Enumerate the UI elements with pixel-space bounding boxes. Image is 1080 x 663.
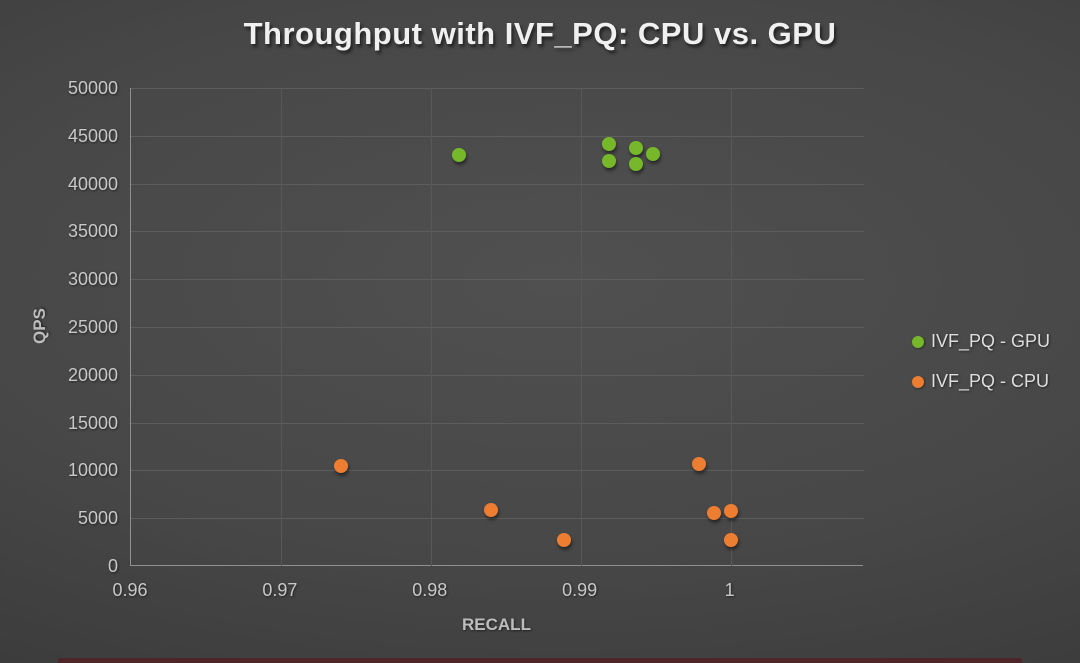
- gridline-vertical: [581, 88, 582, 566]
- gridline-horizontal: [131, 184, 864, 185]
- legend: IVF_PQ - GPU IVF_PQ - CPU: [912, 331, 1050, 411]
- y-axis-tick-label: 15000: [67, 412, 118, 433]
- data-point: [707, 506, 722, 521]
- gridline-horizontal: [131, 136, 864, 137]
- gridline-horizontal: [131, 375, 864, 376]
- data-point: [602, 153, 617, 168]
- x-axis-tick-label: 0.99: [562, 580, 598, 600]
- legend-marker-icon: [912, 335, 924, 348]
- gridline-horizontal: [131, 470, 864, 471]
- y-axis-tick-label: 10000: [67, 460, 118, 481]
- data-point: [629, 141, 644, 156]
- footer-strip: [58, 658, 1022, 663]
- gridline-horizontal: [131, 279, 864, 280]
- data-point: [629, 157, 644, 172]
- data-point: [692, 456, 707, 471]
- legend-label: IVF_PQ - CPU: [931, 371, 1050, 391]
- data-point: [645, 146, 660, 161]
- gridline-horizontal: [131, 88, 864, 89]
- gridline-horizontal: [131, 423, 864, 424]
- data-point: [602, 137, 617, 152]
- data-point: [723, 503, 738, 518]
- x-axis-tick-label: 0.96: [112, 580, 148, 600]
- gridline-vertical: [731, 88, 732, 566]
- x-axis-tick-label: 1: [724, 580, 735, 600]
- legend-entry: IVF_PQ - CPU: [912, 371, 1050, 392]
- y-axis-tick-label: 20000: [67, 364, 118, 385]
- x-axis-tick-label: 0.98: [412, 580, 448, 600]
- y-axis-tick-label: 40000: [67, 173, 118, 194]
- y-axis-tick-label: 50000: [67, 78, 118, 98]
- y-axis-tick-label: 30000: [67, 269, 118, 290]
- gridline-horizontal: [131, 518, 864, 519]
- y-axis-tick-label: 5000: [77, 508, 118, 529]
- data-point: [483, 502, 498, 517]
- plot-area: [130, 88, 864, 566]
- data-point: [333, 458, 348, 473]
- data-point: [557, 533, 572, 548]
- legend-marker-icon: [912, 375, 924, 388]
- y-axis-tick-label: 35000: [67, 221, 118, 242]
- legend-entry: IVF_PQ - GPU: [912, 331, 1050, 352]
- legend-label: IVF_PQ - GPU: [931, 331, 1051, 351]
- gridline-horizontal: [131, 231, 864, 232]
- data-point: [452, 147, 467, 162]
- data-point: [723, 533, 738, 548]
- gridline-horizontal: [131, 327, 864, 328]
- chart-title: Throughput with IVF_PQ: CPU vs. GPU: [243, 16, 837, 51]
- y-axis-tick-label: 25000: [67, 317, 118, 337]
- y-axis-tick-label: 45000: [67, 125, 118, 146]
- x-axis-tick-label: 0.97: [262, 580, 298, 600]
- x-axis-title: RECALL: [462, 615, 531, 634]
- gridline-vertical: [431, 88, 432, 566]
- y-axis-title: QPS: [30, 308, 49, 344]
- gridline-vertical: [281, 88, 282, 566]
- y-axis-tick-label: 0: [107, 556, 118, 576]
